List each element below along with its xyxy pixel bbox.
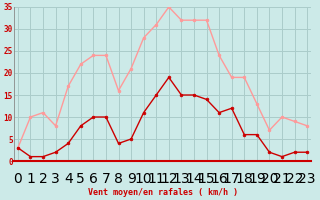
X-axis label: Vent moyen/en rafales ( km/h ): Vent moyen/en rafales ( km/h ) bbox=[88, 188, 237, 197]
